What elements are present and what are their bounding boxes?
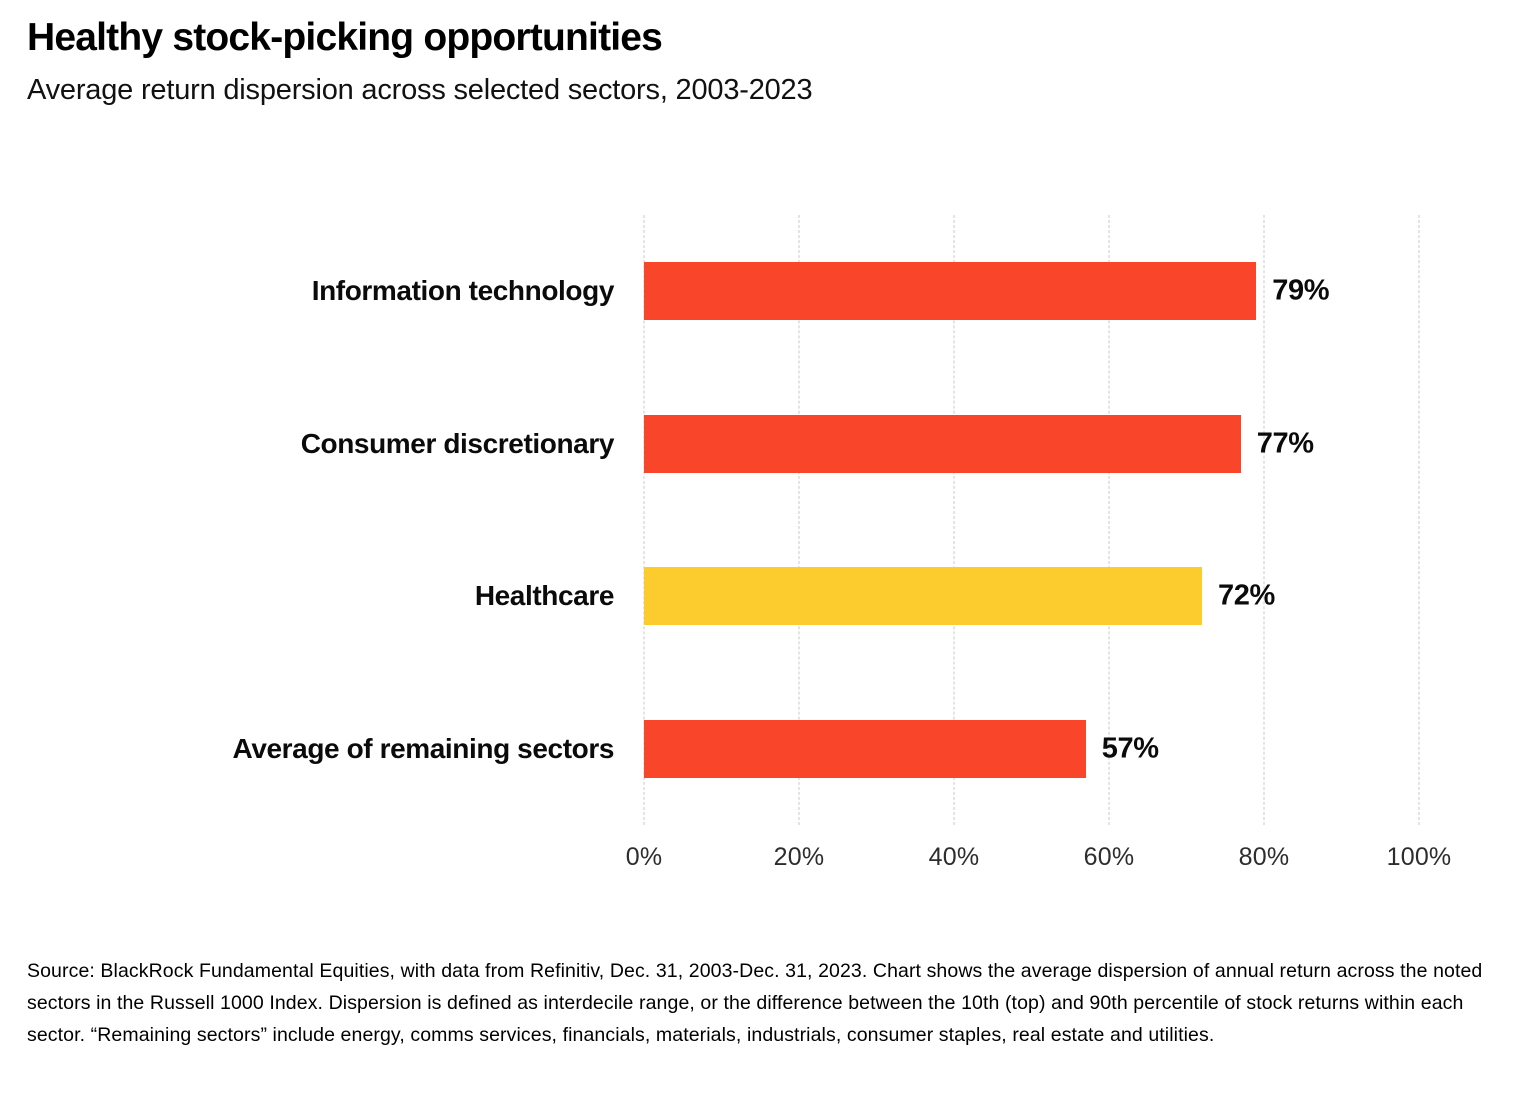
- bar-row: Average of remaining sectors 57%: [0, 673, 1419, 826]
- bar-category-label: Healthcare: [474, 580, 615, 612]
- bar-category-label: Average of remaining sectors: [232, 732, 615, 764]
- bar-value-label: 79%: [1272, 274, 1330, 307]
- x-tick-label: 80%: [1238, 843, 1290, 871]
- bar-track: 72%: [644, 567, 1419, 626]
- bar-category-label: Consumer discretionary: [300, 427, 615, 459]
- x-tick-label: 40%: [928, 843, 980, 871]
- bar-row: Consumer discretionary 77%: [0, 368, 1419, 521]
- source-note: Source: BlackRock Fundamental Equities, …: [27, 960, 1483, 1046]
- bar-row: Healthcare 72%: [0, 520, 1419, 673]
- x-axis: 0% 20% 40% 60% 80% 100%: [626, 843, 1451, 875]
- bar-row: Information technology 79%: [0, 215, 1419, 368]
- x-tick-label: 60%: [1083, 843, 1135, 871]
- bar: [644, 567, 1202, 626]
- bar-track: 79%: [644, 262, 1419, 321]
- page-subtitle: Average return dispersion across selecte…: [27, 74, 813, 106]
- bar-value-label: 57%: [1101, 732, 1159, 765]
- x-tick-label: 100%: [1386, 843, 1452, 871]
- bar-value-label: 77%: [1256, 427, 1314, 460]
- bar-track: 57%: [644, 719, 1419, 778]
- page-title: Healthy stock-picking opportunities: [27, 16, 663, 59]
- x-tick-label: 20%: [773, 843, 825, 871]
- bar-category-label: Information technology: [311, 275, 615, 307]
- bar-track: 77%: [644, 414, 1419, 473]
- bar: [644, 414, 1241, 473]
- x-tick-label: 0%: [625, 843, 663, 871]
- bar-value-label: 72%: [1218, 579, 1275, 612]
- bar-rows: Information technology 79% Consumer discre…: [0, 215, 1419, 825]
- bar-chart: Information technology 79% Consumer discre…: [0, 215, 1451, 875]
- bar: [644, 719, 1086, 778]
- bar: [644, 262, 1257, 321]
